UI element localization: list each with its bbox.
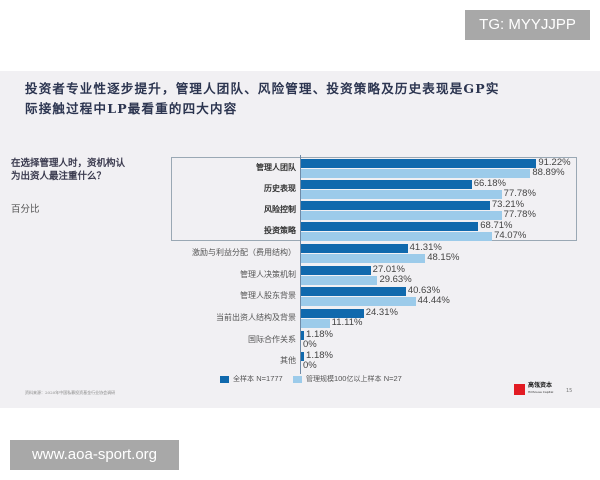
value-label: 91.22% — [538, 157, 571, 168]
bar-large-aum — [301, 276, 378, 285]
value-label: 11.11% — [331, 317, 363, 328]
bar-large-aum — [301, 232, 493, 241]
page-number: 15 — [566, 388, 573, 394]
category-label: 国际合作关系 — [248, 335, 296, 344]
category-label: 风险控制 — [264, 204, 296, 214]
slide-title: 投资者专业性逐步提升，管理人团队、风险管理、投资策略及历史表现是GP实 际接触过… — [25, 79, 580, 119]
legend-item-large-aum: 管理规模100亿以上样本 N=27 — [292, 374, 402, 383]
bar-full-sample — [301, 266, 371, 275]
value-label: 68.71% — [480, 220, 513, 231]
chart-row: 国际合作关系 1.18% 0% — [0, 329, 600, 351]
bar-large-aum — [301, 319, 330, 328]
category-label: 历史表现 — [264, 183, 296, 193]
category-label: 其他 — [280, 356, 296, 365]
bar-full-sample — [301, 159, 537, 168]
bar-full-sample — [301, 287, 406, 296]
legend-label: 全样本 — [233, 375, 254, 383]
value-label: 40.63% — [407, 285, 441, 296]
chart-question: 在选择管理人时，资机构认为出资人最注重什么？ — [11, 158, 126, 182]
legend-swatch-light — [292, 375, 302, 383]
category-label: 管理人团队 — [256, 162, 296, 172]
category-label: 投资策略 — [264, 225, 296, 235]
chart-row: 当前出资人结构及背景 24.31% 11.11% — [0, 307, 600, 329]
title-line-1: 投资者专业性逐步提升，管理人团队、风险管理、投资策略及历史表现是GP实 — [25, 81, 500, 96]
bar-large-aum — [301, 254, 426, 263]
chart-row: 管理人股东背景 40.63% 44.44% — [0, 285, 600, 307]
legend-label: 管理规模 — [305, 375, 334, 383]
legend-label: 亿以上样本 — [346, 375, 382, 383]
bar-full-sample — [301, 244, 408, 253]
legend-n: N=27 — [383, 374, 402, 383]
logo-subtitle: Hillhouse Capital — [528, 390, 554, 394]
legend-swatch-dark — [220, 375, 229, 383]
logo-name: 高瓴资本 — [528, 382, 553, 389]
value-label: 77.78% — [503, 188, 536, 199]
source-note: 资料来源：2020年中国私募投资基金行业协会调研 — [25, 390, 116, 395]
bar-full-sample — [301, 309, 364, 318]
legend-num: 100 — [333, 374, 347, 383]
value-label: 29.63% — [379, 274, 412, 285]
chart-row: 历史表现 66.18% 77.78% — [0, 178, 600, 200]
bar-full-sample — [301, 180, 472, 189]
category-label: 当前出资人结构及背景 — [216, 313, 296, 322]
bar-full-sample — [301, 352, 305, 361]
value-label: 88.89% — [532, 167, 565, 178]
value-label: 77.78% — [503, 209, 536, 220]
watermark-top: TG: MYYJJPP — [465, 10, 590, 40]
legend-n: N=1777 — [256, 374, 283, 383]
chart-unit: 百分比 — [11, 204, 40, 215]
category-axis — [300, 155, 301, 374]
value-label: 66.18% — [473, 178, 506, 189]
value-label: 41.31% — [409, 242, 442, 253]
value-label: 0% — [303, 360, 317, 371]
value-label: 1.18% — [306, 329, 333, 340]
bar-full-sample — [301, 222, 479, 231]
bar-large-aum — [301, 190, 502, 199]
chart-row: 风险控制 73.21% 77.78% — [0, 199, 600, 221]
bar-large-aum — [301, 169, 531, 178]
chart-row: 激励与利益分配（费用结构） 41.31% 48.15% — [0, 242, 600, 264]
value-label: 1.18% — [306, 350, 333, 361]
chart-row: 管理人团队 91.22% 88.89% — [0, 157, 600, 179]
hillhouse-logo-icon — [514, 384, 525, 395]
bar-full-sample — [301, 201, 490, 210]
chart-row: 管理人决策机制 27.01% 29.63% — [0, 264, 600, 286]
value-label: 27.01% — [372, 264, 405, 275]
value-label: 44.44% — [417, 295, 450, 306]
legend: 全样本 N=1777 管理规模100亿以上样本 N=27 — [220, 374, 410, 384]
chart-row: 投资策略 68.71% 74.07% — [0, 220, 600, 242]
value-label: 48.15% — [427, 252, 460, 263]
chart-row: 其他 1.18% 0% — [0, 350, 600, 372]
bar-large-aum — [301, 297, 416, 306]
bar-large-aum — [301, 211, 502, 220]
value-label: 73.21% — [491, 199, 525, 210]
bar-full-sample — [301, 331, 305, 340]
value-label: 24.31% — [365, 307, 398, 318]
category-label: 管理人决策机制 — [240, 270, 296, 279]
watermark-bottom: www.aoa-sport.org — [10, 440, 179, 470]
value-label: 74.07% — [494, 230, 527, 241]
slide: 投资者专业性逐步提升，管理人团队、风险管理、投资策略及历史表现是GP实 际接触过… — [0, 71, 600, 408]
value-label: 0% — [303, 339, 317, 350]
legend-item-full-sample: 全样本 N=1777 — [220, 374, 285, 383]
title-line-2: 际接触过程中LP最看重的四大内容 — [25, 101, 238, 116]
category-label: 管理人股东背景 — [240, 291, 296, 300]
category-label: 激励与利益分配（费用结构） — [192, 248, 296, 257]
